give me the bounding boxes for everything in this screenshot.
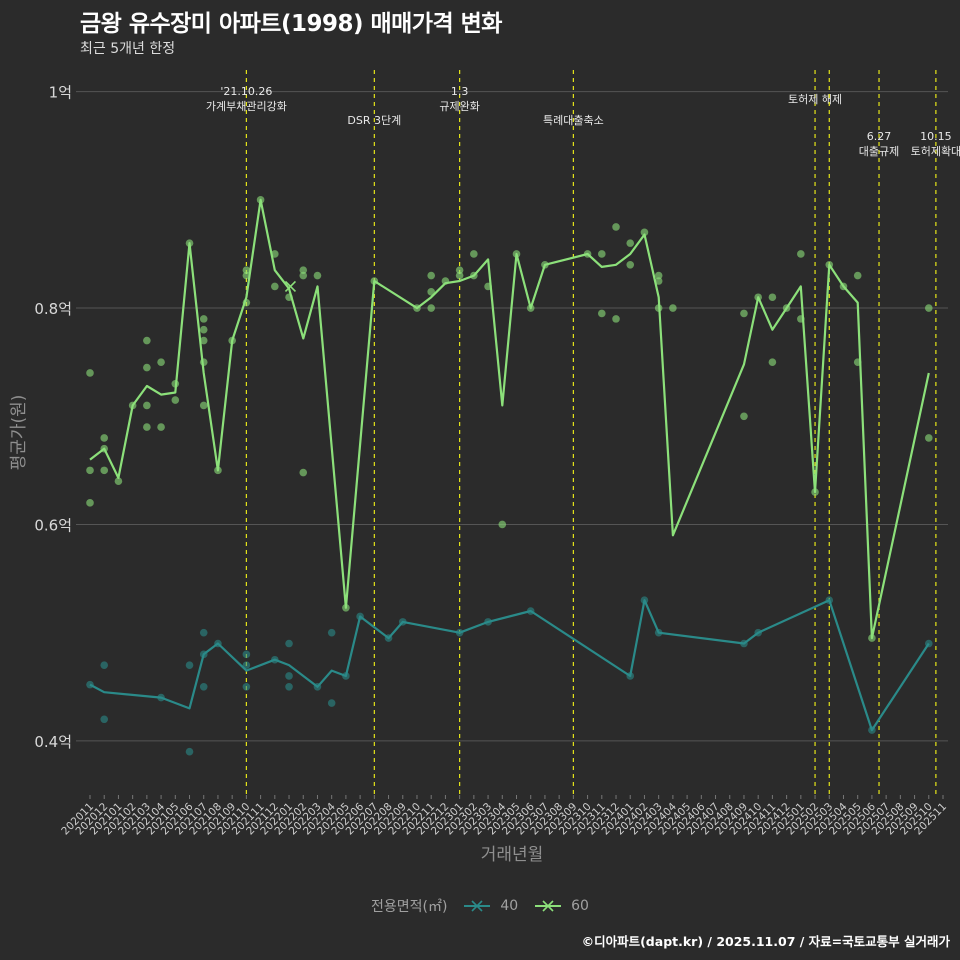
- data-point-40: [199, 682, 208, 691]
- legend-key-60-icon: [534, 900, 561, 912]
- x-axis-title: 거래년월: [481, 845, 544, 865]
- data-point-60: [157, 358, 165, 366]
- data-point-60: [740, 309, 748, 318]
- data-point-60: [654, 271, 663, 280]
- data-point-60: [853, 271, 862, 280]
- data-point-60: [114, 477, 123, 485]
- legend-key-40-icon: [463, 900, 490, 912]
- data-point-40: [285, 639, 293, 648]
- series-line-40: [89, 599, 930, 732]
- data-point-60: [797, 250, 805, 258]
- data-point-40: [242, 682, 251, 691]
- event-label: DSR 3단계: [347, 114, 401, 127]
- data-point-60: [199, 336, 208, 345]
- axes-layer: 0.4억0.6억0.8억1억20201120201220210120210220…: [9, 84, 949, 865]
- data-point-40: [185, 661, 194, 669]
- data-point-40: [242, 661, 251, 669]
- y-tick-label: 0.4억: [34, 733, 72, 751]
- data-point-60: [171, 396, 180, 404]
- data-point-60: [100, 434, 109, 442]
- y-tick-label: 0.8억: [34, 300, 72, 318]
- legend-label-40: 40: [500, 898, 519, 914]
- event-label: 토허제확대: [911, 145, 960, 158]
- data-point-40: [199, 628, 208, 637]
- series-line-60: [89, 198, 930, 640]
- data-point-60: [924, 304, 933, 312]
- event-label: 대출규제: [859, 145, 899, 158]
- data-point-60: [498, 520, 507, 529]
- event-label: 규제완화: [439, 100, 479, 113]
- data-point-60: [626, 260, 635, 269]
- legend-label-60: 60: [571, 898, 589, 914]
- data-point-60: [427, 288, 436, 296]
- chart-subtitle: 최근 5개년 한정: [80, 41, 176, 57]
- data-point-40: [327, 699, 336, 707]
- data-point-60: [86, 499, 94, 507]
- cross-marker: [284, 280, 297, 292]
- data-point-60: [654, 277, 663, 285]
- grid-lines: [76, 91, 948, 742]
- event-label: 10.15: [920, 130, 952, 143]
- data-point-60: [157, 423, 165, 431]
- legend: 전용면적(㎡) 40 60: [0, 896, 960, 916]
- data-point-60: [86, 466, 94, 475]
- data-point-60: [455, 271, 464, 280]
- data-point-40: [242, 650, 251, 659]
- data-point-60: [427, 304, 436, 312]
- data-point-60: [143, 423, 151, 431]
- data-point-60: [427, 271, 436, 280]
- data-point-60: [612, 315, 620, 323]
- data-point-60: [199, 401, 208, 410]
- data-point-60: [100, 466, 109, 475]
- event-label: 1.3: [451, 85, 469, 98]
- data-point-60: [669, 304, 677, 312]
- data-point-60: [455, 266, 464, 274]
- data-point-60: [924, 434, 933, 442]
- event-label: 토허제 해제: [788, 92, 842, 106]
- source-caption: ©디아파트(dapt.kr) / 2025.11.07 / 자료=국토교통부 실…: [581, 934, 950, 949]
- data-point-60: [470, 250, 478, 258]
- data-point-40: [285, 682, 293, 691]
- data-point-60: [768, 358, 777, 366]
- legend-title: 전용면적(㎡): [371, 899, 448, 915]
- data-point-60: [143, 401, 151, 410]
- y-tick-label: 0.6억: [34, 516, 72, 534]
- event-label: 특례대출축소: [543, 114, 604, 127]
- data-point-60: [740, 412, 748, 421]
- data-point-60: [199, 315, 208, 323]
- data-point-60: [242, 266, 251, 274]
- data-point-60: [598, 250, 606, 258]
- data-point-60: [313, 271, 322, 280]
- data-point-60: [626, 239, 635, 247]
- data-point-40: [100, 715, 109, 724]
- data-point-60: [199, 325, 208, 334]
- y-axis-title: 평균가(원): [9, 395, 29, 471]
- series-layer: [86, 196, 933, 756]
- data-point-60: [299, 271, 308, 280]
- data-point-60: [299, 468, 308, 477]
- data-point-60: [598, 309, 606, 318]
- data-point-60: [768, 293, 777, 302]
- data-point-40: [100, 661, 109, 669]
- event-label: 가계부채관리강화: [206, 100, 287, 113]
- data-point-40: [185, 747, 194, 756]
- data-point-60: [271, 282, 279, 291]
- data-point-60: [143, 336, 151, 345]
- event-label: '21.10.26: [220, 85, 272, 98]
- data-point-60: [299, 266, 308, 274]
- data-point-40: [285, 672, 293, 680]
- data-point-60: [143, 363, 151, 372]
- event-label: 6.27: [867, 130, 892, 143]
- chart-title: 금왕 유수장미 아파트(1998) 매매가격 변화: [80, 11, 502, 37]
- data-point-60: [86, 369, 94, 377]
- data-point-60: [640, 228, 649, 237]
- data-point-40: [327, 628, 336, 637]
- data-point-60: [612, 223, 620, 231]
- y-tick-label: 1억: [49, 84, 72, 102]
